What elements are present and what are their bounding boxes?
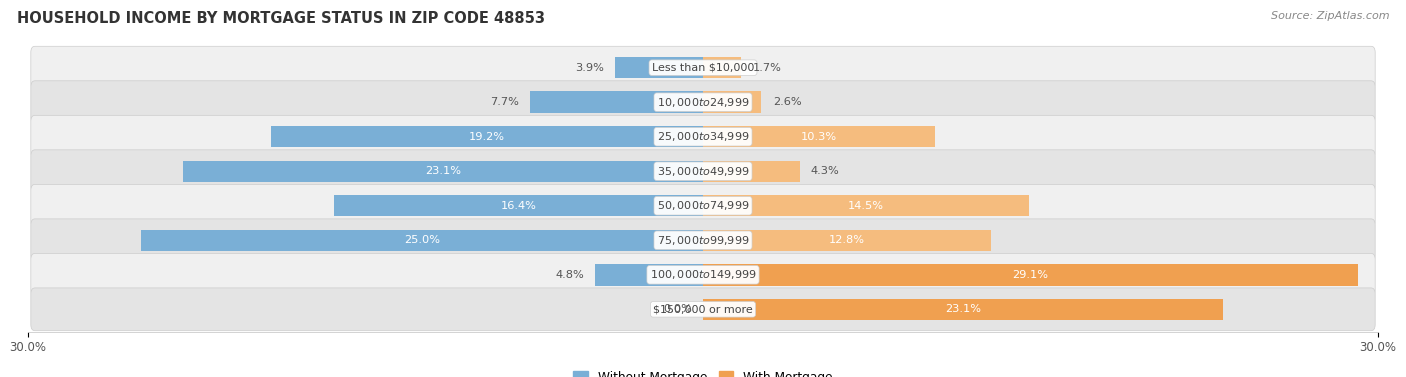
Bar	[141, 230, 703, 251]
Text: $100,000 to $149,999: $100,000 to $149,999	[650, 268, 756, 281]
Bar	[595, 264, 703, 285]
Text: 4.3%: 4.3%	[811, 166, 839, 176]
Text: 14.5%: 14.5%	[848, 201, 884, 211]
Text: HOUSEHOLD INCOME BY MORTGAGE STATUS IN ZIP CODE 48853: HOUSEHOLD INCOME BY MORTGAGE STATUS IN Z…	[17, 11, 546, 26]
Bar	[703, 230, 991, 251]
FancyBboxPatch shape	[31, 150, 1375, 193]
Text: $10,000 to $24,999: $10,000 to $24,999	[657, 96, 749, 109]
Bar	[703, 126, 935, 147]
Text: 2.6%: 2.6%	[773, 97, 801, 107]
Text: $35,000 to $49,999: $35,000 to $49,999	[657, 165, 749, 178]
Text: 0.0%: 0.0%	[662, 304, 692, 314]
Text: 23.1%: 23.1%	[425, 166, 461, 176]
Bar	[616, 57, 703, 78]
Text: $75,000 to $99,999: $75,000 to $99,999	[657, 234, 749, 247]
Bar	[703, 195, 1029, 216]
FancyBboxPatch shape	[31, 46, 1375, 89]
Text: 29.1%: 29.1%	[1012, 270, 1049, 280]
Text: $150,000 or more: $150,000 or more	[654, 304, 752, 314]
Legend: Without Mortgage, With Mortgage: Without Mortgage, With Mortgage	[568, 366, 838, 377]
FancyBboxPatch shape	[31, 219, 1375, 262]
Text: 12.8%: 12.8%	[830, 235, 865, 245]
FancyBboxPatch shape	[31, 81, 1375, 124]
Text: $50,000 to $74,999: $50,000 to $74,999	[657, 199, 749, 212]
Text: 19.2%: 19.2%	[470, 132, 505, 142]
Bar	[703, 57, 741, 78]
FancyBboxPatch shape	[31, 253, 1375, 296]
FancyBboxPatch shape	[31, 184, 1375, 227]
Bar	[703, 264, 1358, 285]
Bar	[703, 92, 762, 113]
Text: 23.1%: 23.1%	[945, 304, 981, 314]
Bar	[183, 161, 703, 182]
Text: 3.9%: 3.9%	[575, 63, 605, 73]
Text: 10.3%: 10.3%	[801, 132, 837, 142]
Text: 1.7%: 1.7%	[752, 63, 782, 73]
Bar	[271, 126, 703, 147]
Text: 7.7%: 7.7%	[489, 97, 519, 107]
Text: 16.4%: 16.4%	[501, 201, 537, 211]
FancyBboxPatch shape	[31, 115, 1375, 158]
Text: $25,000 to $34,999: $25,000 to $34,999	[657, 130, 749, 143]
Bar	[703, 299, 1223, 320]
Text: Source: ZipAtlas.com: Source: ZipAtlas.com	[1271, 11, 1389, 21]
Bar	[335, 195, 703, 216]
Text: Less than $10,000: Less than $10,000	[652, 63, 754, 73]
Bar	[703, 161, 800, 182]
Bar	[530, 92, 703, 113]
Text: 4.8%: 4.8%	[555, 270, 583, 280]
FancyBboxPatch shape	[31, 288, 1375, 331]
Text: 25.0%: 25.0%	[404, 235, 440, 245]
